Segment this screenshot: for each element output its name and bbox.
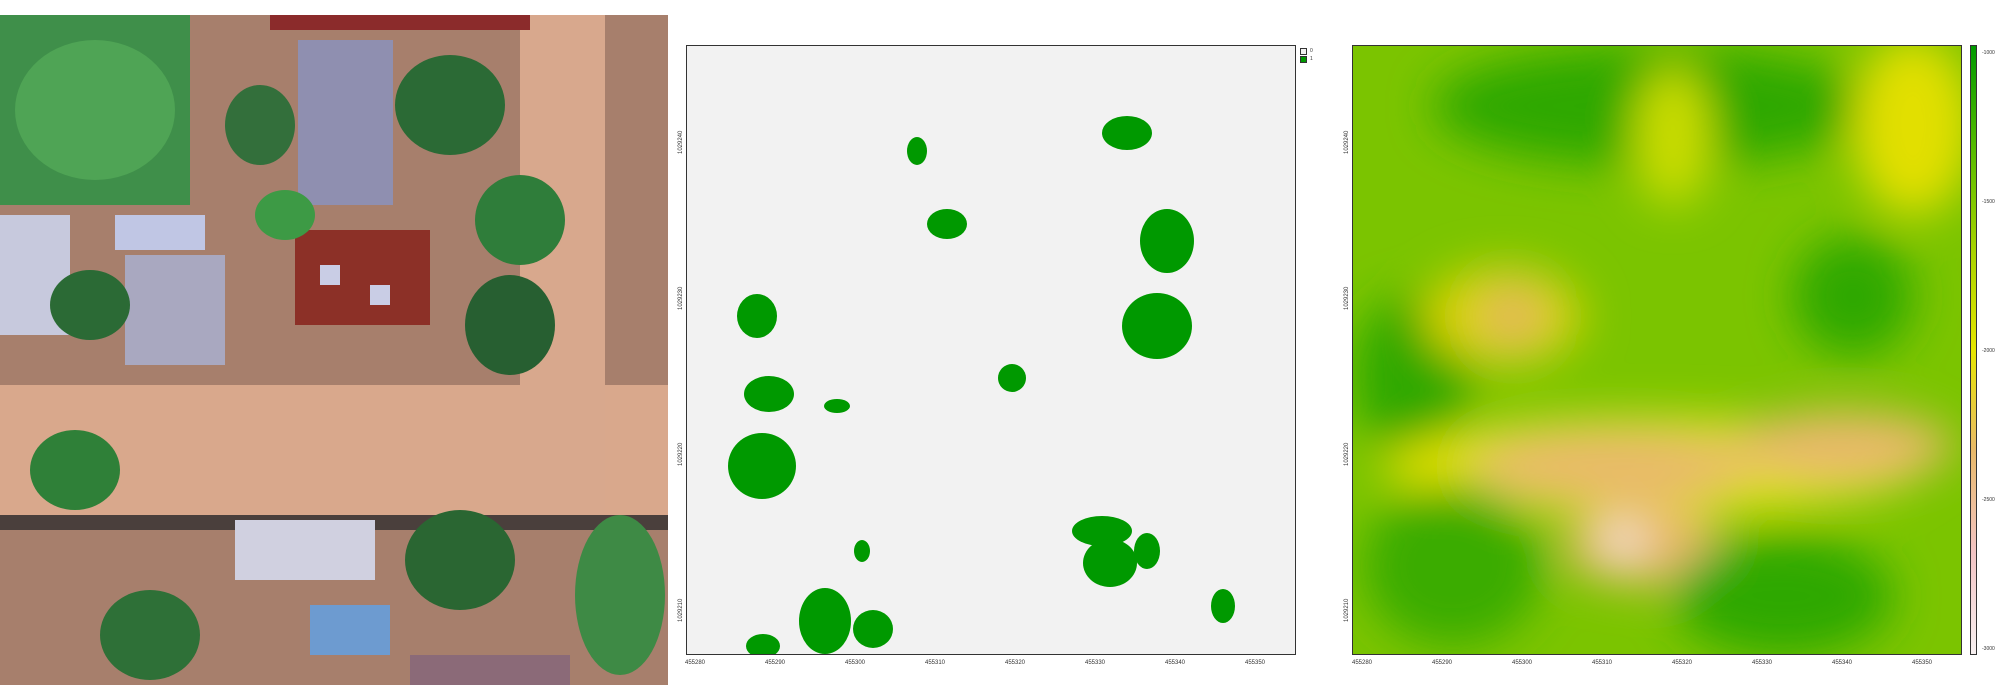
mask-x-tick-3: 455310 [925, 660, 946, 666]
legend-label-0: 0 [1310, 48, 1313, 54]
aerial-photo [0, 15, 668, 685]
mask-y-tick-1: 1029230 [678, 286, 684, 310]
legend-swatch-0 [1300, 48, 1307, 55]
mask-x-tick-4: 455320 [1005, 660, 1026, 666]
legend-swatch-1 [1300, 56, 1307, 63]
colorbar-tick-4: -3000 [1982, 646, 1995, 652]
height-x-tick-6: 455340 [1832, 660, 1853, 666]
mask-y-tick-2: 1029220 [678, 442, 684, 466]
colorbar-tick-1: -1500 [1982, 199, 1995, 205]
legend-label-1: 1 [1310, 56, 1313, 62]
height-x-tick-7: 455350 [1912, 660, 1933, 666]
height-y-tick-2: 1029220 [1344, 442, 1350, 466]
mask-x-tick-1: 455290 [765, 660, 786, 666]
height-y-tick-3: 1029210 [1344, 598, 1350, 622]
height-x-tick-2: 455300 [1512, 660, 1533, 666]
height-raster-map [1352, 45, 1962, 655]
tree-mask-map [686, 45, 1296, 655]
colorbar-tick-3: -2500 [1982, 497, 1995, 503]
mask-x-tick-7: 455350 [1245, 660, 1266, 666]
colorbar-tick-0: -1000 [1982, 50, 1995, 56]
mask-x-tick-0: 455280 [685, 660, 706, 666]
height-x-tick-5: 455330 [1752, 660, 1773, 666]
mask-x-tick-5: 455330 [1085, 660, 1106, 666]
height-x-tick-3: 455310 [1592, 660, 1613, 666]
mask-x-tick-6: 455340 [1165, 660, 1186, 666]
mask-y-tick-0: 1029240 [678, 130, 684, 154]
height-x-tick-4: 455320 [1672, 660, 1693, 666]
colorbar-tick-2: -2000 [1982, 348, 1995, 354]
height-y-tick-1: 1029230 [1344, 286, 1350, 310]
mask-x-tick-2: 455300 [845, 660, 866, 666]
colorbar [1970, 45, 1977, 655]
tree-crowns [728, 116, 1235, 654]
height-x-tick-0: 455280 [1352, 660, 1373, 666]
mask-y-tick-3: 1029210 [678, 598, 684, 622]
height-x-tick-1: 455290 [1432, 660, 1453, 666]
height-y-tick-0: 1029240 [1344, 130, 1350, 154]
